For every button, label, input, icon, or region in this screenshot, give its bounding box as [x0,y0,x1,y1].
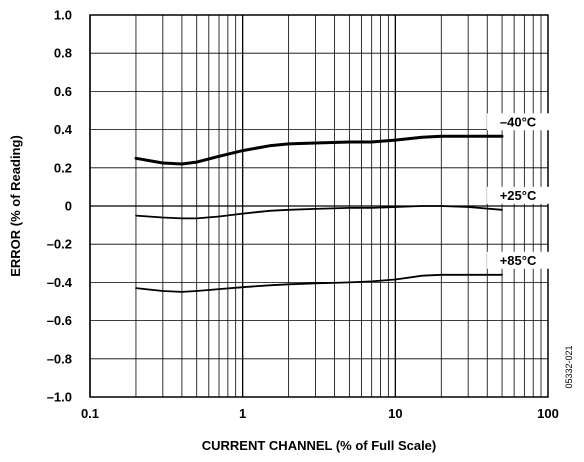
y-tick-label: 0.8 [54,46,72,61]
series-label-bg [487,251,550,269]
y-axis-title: ERROR (% of Reading) [8,135,23,277]
y-tick-label: 0.6 [54,84,72,99]
grid [89,14,548,398]
y-tick-label: 0.4 [54,122,73,137]
series-label: +85°C [500,253,537,268]
x-tick-label: 10 [388,406,402,421]
series-label: –40°C [500,114,537,129]
y-tick-label: –0.6 [47,313,72,328]
y-tick-label: 0 [65,199,72,214]
series-label-bg [487,186,550,204]
y-tick-label: –0.2 [47,237,72,252]
y-tick-label: –1.0 [47,390,72,405]
series-labels: –40°C +25°C +85°C [487,113,550,269]
y-tick-label: –0.8 [47,351,72,366]
series-label: +25°C [500,188,537,203]
y-tick-label: 1.0 [54,8,72,23]
y-tick-labels: 1.0 0.8 0.6 0.4 0.2 0 –0.2 –0.4 –0.6 –0.8 –1.0 [47,8,73,405]
y-tick-label: –0.4 [47,275,73,290]
series-group [134,134,504,293]
series-line-1 [135,205,503,220]
x-tick-label: 100 [537,406,559,421]
x-tick-label: 0.1 [81,406,99,421]
series-label-bg [487,113,550,131]
x-axis-title: CURRENT CHANNEL (% of Full Scale) [202,438,437,453]
figure-id: 05332-021 [564,345,574,388]
plot-frame [89,14,549,398]
x-tick-labels: 0.1 1 10 100 [81,406,559,421]
x-tick-label: 1 [239,406,246,421]
series-line-2 [135,273,503,293]
y-tick-label: 0.2 [54,160,72,175]
series-line-0 [134,134,504,166]
